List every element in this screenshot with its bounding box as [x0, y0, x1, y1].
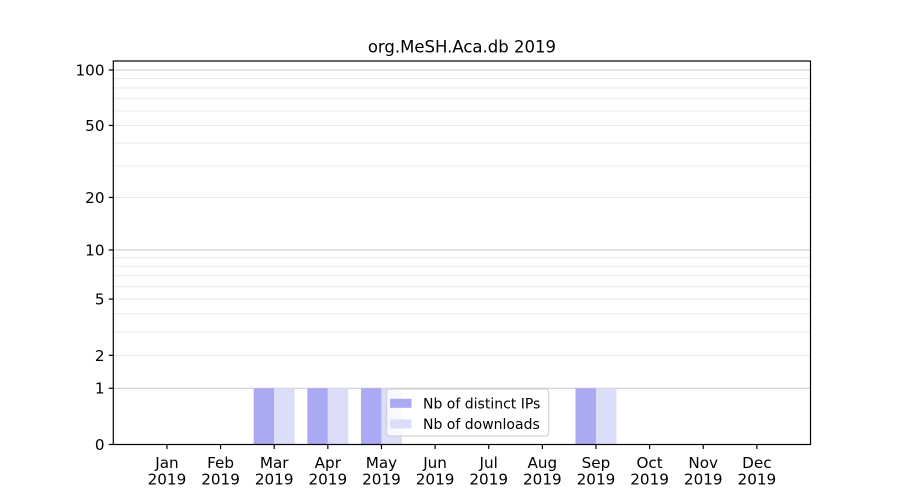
bar-downloads-mar: [274, 388, 295, 445]
month-label: May: [366, 454, 397, 472]
x-tick-label: Jun 2019: [416, 454, 455, 489]
legend-swatch-downloads: [390, 419, 412, 429]
y-tick-label: 5: [95, 291, 105, 309]
legend-swatch-distinct-ips: [390, 398, 412, 408]
month-label: Apr: [315, 454, 342, 472]
legend-label-distinct-ips: Nb of distinct IPs: [423, 396, 540, 412]
y-tick-label: 10: [85, 241, 104, 259]
month-label: Jun: [422, 454, 447, 472]
month-label: Aug: [528, 454, 558, 472]
y-tick-label: 50: [85, 117, 104, 135]
year-label: 2019: [362, 471, 401, 489]
legend: Nb of distinct IPs Nb of downloads: [386, 388, 550, 437]
month-label: Mar: [260, 454, 289, 472]
y-tick-label: 100: [76, 61, 105, 79]
plot-border: [112, 60, 812, 446]
month-label: Oct: [636, 454, 662, 472]
month-label: Jul: [479, 454, 498, 472]
x-tick-label: Aug 2019: [523, 454, 562, 489]
month-label: Jan: [154, 454, 178, 472]
bar-distinct-ips-sep: [575, 388, 596, 445]
year-label: 2019: [255, 471, 294, 489]
year-label: 2019: [684, 471, 723, 489]
month-label: Feb: [207, 454, 234, 472]
x-tick-label: Sep 2019: [577, 454, 616, 489]
year-label: 2019: [577, 471, 616, 489]
x-tick-label: Apr 2019: [308, 454, 347, 489]
x-tick-label: Feb 2019: [201, 454, 240, 489]
bar-downloads-sep: [595, 388, 617, 445]
gridlines: [113, 69, 811, 389]
axes: [108, 60, 812, 449]
bar-distinct-ips-apr: [307, 388, 328, 445]
y-tick-label: 20: [85, 189, 104, 207]
x-tick-label: May 2019: [362, 454, 401, 489]
x-tick-label: Oct 2019: [630, 454, 669, 489]
x-tick-label: Dec 2019: [738, 454, 777, 489]
x-tick-label: Nov 2019: [684, 454, 723, 489]
month-label: Dec: [742, 454, 771, 472]
year-label: 2019: [201, 471, 240, 489]
year-label: 2019: [469, 471, 508, 489]
legend-label-downloads: Nb of downloads: [423, 417, 540, 433]
y-tick-label: 2: [95, 347, 105, 365]
year-label: 2019: [738, 471, 777, 489]
year-label: 2019: [630, 471, 669, 489]
year-label: 2019: [308, 471, 347, 489]
x-tick-label: Jan 2019: [148, 454, 187, 489]
y-tick-label: 0: [95, 436, 105, 454]
bar-distinct-ips-may: [360, 388, 382, 445]
x-tick-label: Jul 2019: [469, 454, 508, 489]
year-label: 2019: [523, 471, 562, 489]
y-tick-label: 1: [95, 380, 105, 398]
year-label: 2019: [148, 471, 187, 489]
month-label: Sep: [582, 454, 611, 472]
year-label: 2019: [416, 471, 455, 489]
bar-distinct-ips-mar: [253, 388, 275, 445]
x-tick-label: Mar 2019: [255, 454, 294, 489]
chart-title: org.MeSH.Aca.db 2019: [368, 38, 556, 57]
legend-box: [386, 388, 550, 437]
bar-downloads-apr: [327, 388, 349, 445]
month-label: Nov: [688, 454, 718, 472]
